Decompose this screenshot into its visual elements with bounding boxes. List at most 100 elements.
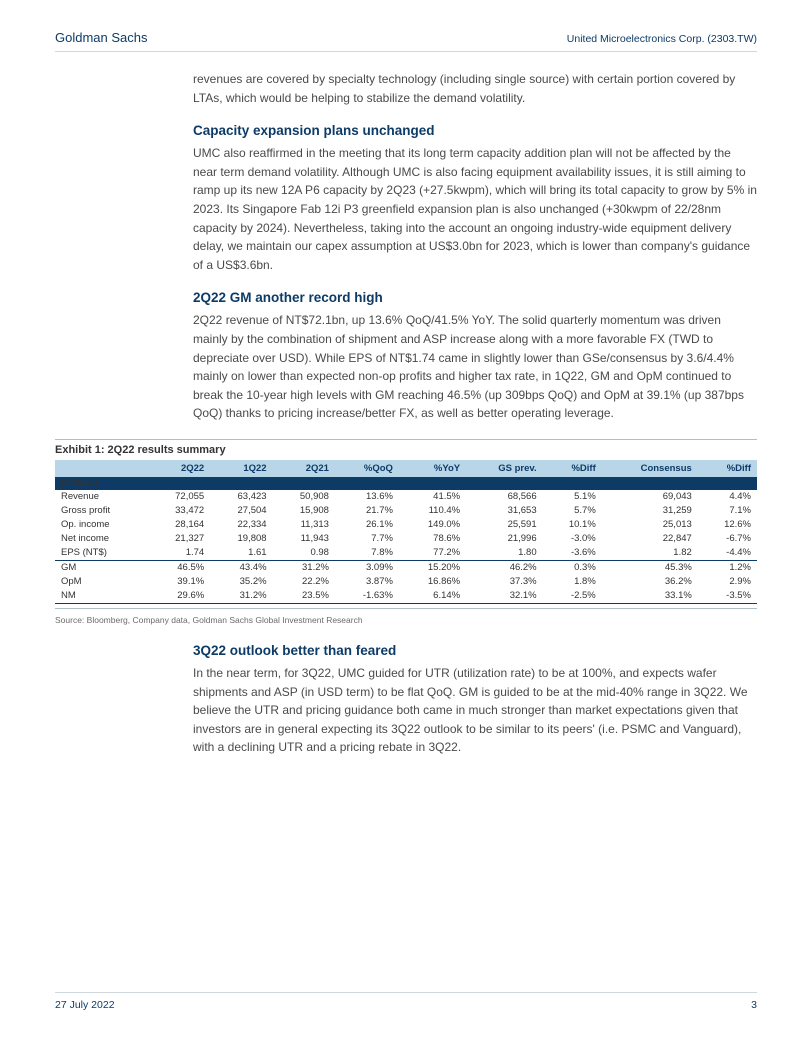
section-body-outlook: In the near term, for 3Q22, UMC guided f…: [193, 664, 757, 757]
section-body-capacity: UMC also reaffirmed in the meeting that …: [193, 144, 757, 274]
col-diff2: %Diff: [698, 460, 757, 477]
cell-value: 21.7%: [335, 504, 399, 518]
cell-value: -3.5%: [698, 589, 757, 604]
row-label: EPS (NT$): [55, 546, 148, 561]
cell-value: 26.1%: [335, 518, 399, 532]
table-row: EPS (NT$)1.741.610.987.8%77.2%1.80-3.6%1…: [55, 546, 757, 561]
unit-row: (NT$mn): [55, 477, 757, 490]
cell-value: 21,996: [466, 532, 543, 546]
cell-value: 110.4%: [399, 504, 466, 518]
exhibit-title: Exhibit 1: 2Q22 results summary: [55, 444, 757, 456]
cell-value: 33.1%: [602, 589, 698, 604]
cell-value: 6.14%: [399, 589, 466, 604]
cell-value: 22,334: [210, 518, 272, 532]
section-heading-gm: 2Q22 GM another record high: [193, 290, 757, 305]
cell-value: 5.1%: [543, 490, 602, 504]
cell-value: -3.6%: [543, 546, 602, 561]
brand-name: Goldman Sachs: [55, 30, 148, 45]
cell-value: 31.2%: [210, 589, 272, 604]
section-body-gm: 2Q22 revenue of NT$72.1bn, up 13.6% QoQ/…: [193, 311, 757, 423]
row-label: GM: [55, 560, 148, 575]
table-row: Op. income28,16422,33411,31326.1%149.0%2…: [55, 518, 757, 532]
cell-value: 19,808: [210, 532, 272, 546]
cell-value: 1.80: [466, 546, 543, 561]
cell-value: 7.8%: [335, 546, 399, 561]
cell-value: 33,472: [148, 504, 210, 518]
cell-value: 22.2%: [273, 575, 335, 589]
cell-value: 1.74: [148, 546, 210, 561]
cell-value: 7.7%: [335, 532, 399, 546]
footer-page-number: 3: [751, 999, 757, 1011]
cell-value: 3.87%: [335, 575, 399, 589]
cell-value: 68,566: [466, 490, 543, 504]
intro-paragraph: revenues are covered by specialty techno…: [193, 70, 757, 107]
row-label: Gross profit: [55, 504, 148, 518]
table-row: Net income21,32719,80811,9437.7%78.6%21,…: [55, 532, 757, 546]
footer-date: 27 July 2022: [55, 999, 115, 1011]
exhibit-block: Exhibit 1: 2Q22 results summary 2Q22 1Q2…: [55, 439, 757, 625]
cell-value: 1.2%: [698, 560, 757, 575]
table-row: Gross profit33,47227,50415,90821.7%110.4…: [55, 504, 757, 518]
exhibit-rule-bottom: [55, 608, 757, 609]
cell-value: 13.6%: [335, 490, 399, 504]
cell-value: -6.7%: [698, 532, 757, 546]
row-label: Op. income: [55, 518, 148, 532]
cell-value: 2.9%: [698, 575, 757, 589]
cell-value: 45.3%: [602, 560, 698, 575]
cell-value: 50,908: [273, 490, 335, 504]
row-label: NM: [55, 589, 148, 604]
section-heading-capacity: Capacity expansion plans unchanged: [193, 123, 757, 138]
cell-value: 28,164: [148, 518, 210, 532]
col-qoq: %QoQ: [335, 460, 399, 477]
table-row: GM46.5%43.4%31.2%3.09%15.20%46.2%0.3%45.…: [55, 560, 757, 575]
cell-value: 41.5%: [399, 490, 466, 504]
cell-value: 16.86%: [399, 575, 466, 589]
col-gsprev: GS prev.: [466, 460, 543, 477]
row-label: Revenue: [55, 490, 148, 504]
col-2q21: 2Q21: [273, 460, 335, 477]
col-blank: [55, 460, 148, 477]
cell-value: 46.2%: [466, 560, 543, 575]
cell-value: 3.09%: [335, 560, 399, 575]
cell-value: 0.98: [273, 546, 335, 561]
cell-value: 69,043: [602, 490, 698, 504]
cell-value: 78.6%: [399, 532, 466, 546]
cell-value: 21,327: [148, 532, 210, 546]
cell-value: 22,847: [602, 532, 698, 546]
cell-value: -3.0%: [543, 532, 602, 546]
cell-value: -4.4%: [698, 546, 757, 561]
cell-value: 63,423: [210, 490, 272, 504]
cell-value: 1.8%: [543, 575, 602, 589]
cell-value: 27,504: [210, 504, 272, 518]
company-ticker: United Microelectronics Corp. (2303.TW): [567, 33, 757, 45]
col-1q22: 1Q22: [210, 460, 272, 477]
table-row: NM29.6%31.2%23.5%-1.63%6.14%32.1%-2.5%33…: [55, 589, 757, 604]
table-body: (NT$mn) Revenue72,05563,42350,90813.6%41…: [55, 477, 757, 604]
table-row: Revenue72,05563,42350,90813.6%41.5%68,56…: [55, 490, 757, 504]
cell-value: 11,313: [273, 518, 335, 532]
unit-label: (NT$mn): [55, 477, 757, 490]
results-table: 2Q22 1Q22 2Q21 %QoQ %YoY GS prev. %Diff …: [55, 460, 757, 604]
exhibit-rule-top: [55, 439, 757, 440]
cell-value: 25,591: [466, 518, 543, 532]
cell-value: 31,653: [466, 504, 543, 518]
table-row: OpM39.1%35.2%22.2%3.87%16.86%37.3%1.8%36…: [55, 575, 757, 589]
cell-value: 46.5%: [148, 560, 210, 575]
col-consensus: Consensus: [602, 460, 698, 477]
cell-value: -2.5%: [543, 589, 602, 604]
cell-value: 12.6%: [698, 518, 757, 532]
cell-value: 149.0%: [399, 518, 466, 532]
cell-value: 32.1%: [466, 589, 543, 604]
cell-value: 25,013: [602, 518, 698, 532]
cell-value: 37.3%: [466, 575, 543, 589]
col-2q22: 2Q22: [148, 460, 210, 477]
cell-value: 10.1%: [543, 518, 602, 532]
cell-value: 39.1%: [148, 575, 210, 589]
page-footer: 27 July 2022 3: [55, 992, 757, 1011]
cell-value: 29.6%: [148, 589, 210, 604]
cell-value: 4.4%: [698, 490, 757, 504]
page-header: Goldman Sachs United Microelectronics Co…: [55, 30, 757, 52]
cell-value: 31,259: [602, 504, 698, 518]
exhibit-source: Source: Bloomberg, Company data, Goldman…: [55, 615, 757, 625]
row-label: Net income: [55, 532, 148, 546]
